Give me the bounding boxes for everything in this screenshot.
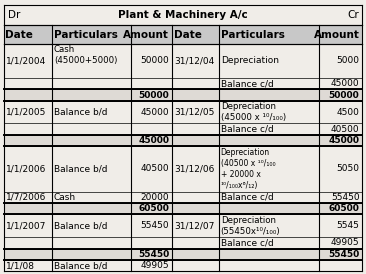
Text: Date: Date — [5, 30, 33, 39]
Text: 55450: 55450 — [141, 221, 169, 230]
Text: 1/1/2007: 1/1/2007 — [5, 221, 46, 230]
Bar — [4, 249, 362, 260]
Text: 5000: 5000 — [336, 56, 359, 65]
Text: 31/12/06: 31/12/06 — [174, 164, 214, 173]
Text: 50000: 50000 — [141, 56, 169, 65]
Text: 45000: 45000 — [141, 108, 169, 116]
Text: Balance c/d: Balance c/d — [221, 238, 273, 247]
Text: 4500: 4500 — [337, 108, 359, 116]
Text: Particulars: Particulars — [221, 30, 285, 39]
Text: 1/1/2006: 1/1/2006 — [5, 164, 46, 173]
Text: 55450: 55450 — [138, 250, 169, 259]
Text: 5050: 5050 — [336, 164, 359, 173]
Text: Balance c/d: Balance c/d — [221, 193, 273, 202]
Text: Amount: Amount — [314, 30, 359, 39]
Text: 60500: 60500 — [138, 204, 169, 213]
Text: 31/12/04: 31/12/04 — [174, 56, 214, 65]
Text: Plant & Machinery A/c: Plant & Machinery A/c — [118, 10, 248, 20]
Text: 45000: 45000 — [138, 136, 169, 145]
Text: Balance b/d: Balance b/d — [54, 221, 107, 230]
Text: Depreciation: Depreciation — [221, 56, 279, 65]
Text: 60500: 60500 — [329, 204, 359, 213]
Text: Date: Date — [174, 30, 202, 39]
Text: 49905: 49905 — [331, 238, 359, 247]
Bar — [4, 5, 362, 25]
Text: 20000: 20000 — [141, 193, 169, 202]
Text: Depreciation
(55450x¹⁰/₁₀₀): Depreciation (55450x¹⁰/₁₀₀) — [221, 216, 280, 236]
Text: Cash: Cash — [54, 193, 76, 202]
Text: Cr: Cr — [347, 10, 359, 20]
Text: Balance b/d: Balance b/d — [54, 164, 107, 173]
Text: Depreciation
(45000 x ¹⁰/₁₀₀): Depreciation (45000 x ¹⁰/₁₀₀) — [221, 102, 286, 122]
Text: Balance b/d: Balance b/d — [54, 108, 107, 116]
Text: 1/7/2006: 1/7/2006 — [5, 193, 46, 202]
Text: Balance b/d: Balance b/d — [54, 261, 107, 270]
Text: 31/12/05: 31/12/05 — [174, 108, 214, 116]
Text: 50000: 50000 — [139, 90, 169, 99]
Bar — [4, 135, 362, 146]
Text: Cash
(45000+5000): Cash (45000+5000) — [54, 45, 117, 65]
Text: 1/1/08: 1/1/08 — [5, 261, 34, 270]
Text: 49905: 49905 — [141, 261, 169, 270]
Text: Balance c/d: Balance c/d — [221, 125, 273, 134]
Bar — [4, 203, 362, 214]
Text: 1/1/2004: 1/1/2004 — [5, 56, 46, 65]
Text: 50000: 50000 — [329, 90, 359, 99]
Text: 1/1/2005: 1/1/2005 — [5, 108, 46, 116]
Text: 5545: 5545 — [337, 221, 359, 230]
Text: 45000: 45000 — [331, 79, 359, 88]
Text: 45000: 45000 — [328, 136, 359, 145]
Text: Depreciation
(40500 x ¹⁰/₁₀₀
+ 20000 x
¹⁰/₁₀₀x⁶/₁₂): Depreciation (40500 x ¹⁰/₁₀₀ + 20000 x ¹… — [221, 147, 275, 190]
Bar — [4, 89, 362, 101]
Text: 40500: 40500 — [331, 125, 359, 134]
Text: 40500: 40500 — [141, 164, 169, 173]
Text: Dr: Dr — [8, 10, 20, 20]
Text: Particulars: Particulars — [54, 30, 118, 39]
Text: 55450: 55450 — [328, 250, 359, 259]
Text: Balance c/d: Balance c/d — [221, 79, 273, 88]
Text: 31/12/07: 31/12/07 — [174, 221, 214, 230]
Text: Amount: Amount — [123, 30, 169, 39]
Text: 55450: 55450 — [331, 193, 359, 202]
Bar — [4, 25, 362, 44]
